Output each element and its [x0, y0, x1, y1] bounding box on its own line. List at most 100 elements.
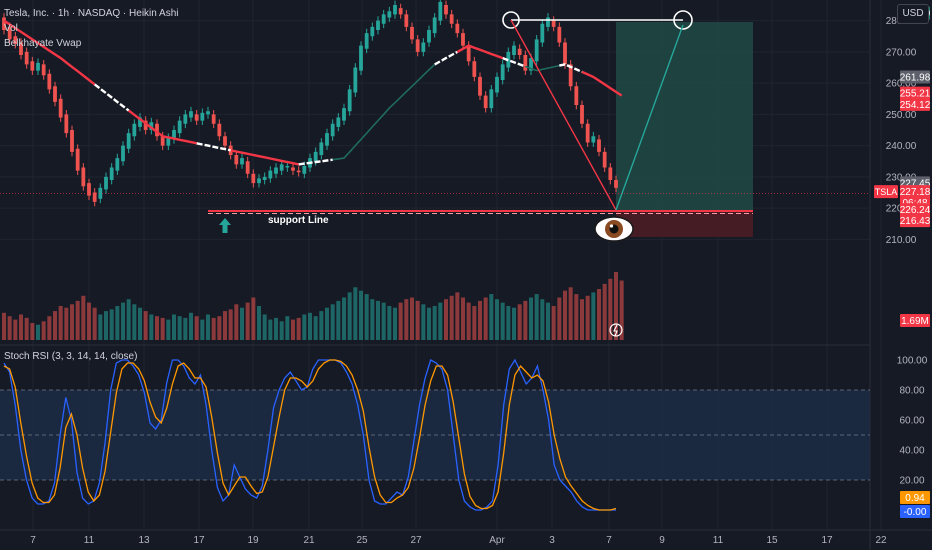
vwap-segment: [559, 63, 583, 73]
volume-bar: [359, 290, 363, 340]
symbol-label-box: [874, 185, 898, 199]
volume-bar: [2, 312, 6, 340]
candle: [393, 5, 397, 15]
volume-bar: [81, 295, 86, 340]
volume-bar: [551, 306, 556, 340]
lightning-icon[interactable]: [609, 323, 623, 337]
candle: [319, 142, 324, 155]
volume-bar: [245, 302, 250, 340]
volume-bar: [393, 307, 397, 340]
currency-button[interactable]: USD: [897, 4, 929, 24]
volume-bar: [172, 314, 176, 340]
volume-bar: [87, 302, 91, 340]
top-right-circle[interactable]: [673, 10, 693, 30]
date-tick-label: 19: [247, 535, 259, 546]
stoch-k-line: [3, 358, 616, 511]
target-zone: [616, 22, 753, 210]
candle: [121, 145, 125, 162]
volume-bar: [336, 300, 341, 340]
volume-bar: [177, 316, 182, 340]
volume-bar: [461, 297, 465, 340]
candle: [376, 20, 380, 30]
volume-bar: [104, 311, 108, 340]
candle: [512, 45, 516, 55]
volume-bar: [24, 317, 29, 340]
candle: [353, 67, 358, 93]
volume-bar: [47, 316, 52, 340]
volume-bar: [257, 306, 261, 340]
candle: [557, 26, 562, 43]
candle: [427, 30, 431, 43]
candle: [70, 130, 74, 152]
date-tick-label: 13: [138, 535, 150, 546]
candle: [580, 105, 584, 124]
vwap-segment: [502, 56, 526, 68]
price-label: 227.45: [900, 178, 931, 189]
stoch-rsi-label: Stoch RSI (3, 3, 14, 14, close): [4, 351, 137, 362]
downtrend-line[interactable]: [510, 19, 617, 211]
volume-bar: [591, 292, 596, 340]
volume-bar: [274, 317, 278, 340]
candle: [160, 136, 165, 146]
volume-bar: [160, 317, 165, 340]
projection-line[interactable]: [615, 24, 684, 211]
candle: [432, 17, 437, 34]
volume-bar: [540, 299, 545, 340]
stoch-tick-label: 100.00: [897, 356, 928, 367]
date-tick-label: 22: [875, 535, 887, 546]
volume-bar: [568, 287, 573, 340]
volume-bar: [189, 312, 193, 340]
date-tick-label: 17: [821, 535, 833, 546]
candle: [2, 17, 6, 30]
candle: [194, 114, 199, 121]
volume-bar: [529, 297, 533, 340]
volume-bar: [313, 316, 318, 340]
volume-bar: [500, 302, 505, 340]
volume-bar: [234, 304, 239, 340]
candle: [489, 89, 494, 109]
candle: [24, 51, 29, 65]
chart-title: Tesla, Inc. · 1h · NASDAQ · Heikin Ashi: [4, 8, 179, 19]
volume-bar: [302, 314, 307, 340]
candle: [189, 111, 193, 118]
candle: [87, 183, 91, 196]
candle: [387, 11, 392, 18]
volume-label: 1.69M: [901, 316, 929, 327]
volume-bar: [58, 306, 63, 340]
candle: [568, 64, 573, 87]
candle: [41, 64, 46, 76]
date-axis[interactable]: 7 11 13 17 19 21 25 27 Apr 3 7 9 11 15 17 22: [30, 535, 887, 546]
volume-bar: [444, 299, 448, 340]
candle: [257, 178, 261, 184]
candle: [495, 76, 499, 93]
volume-bar: [614, 272, 618, 340]
candle: [449, 14, 454, 24]
volume-bar: [13, 319, 18, 340]
candle: [240, 158, 244, 165]
vwap-line: [3, 19, 623, 166]
candle: [262, 176, 267, 180]
lightning-glyph: [613, 324, 618, 337]
price-tick-label: 270.00: [886, 47, 917, 58]
volume-bar: [325, 307, 329, 340]
candle: [81, 167, 86, 187]
candle: [523, 55, 528, 71]
vwap-segment: [434, 50, 458, 66]
volume-bar: [449, 295, 454, 340]
top-left-circle[interactable]: [502, 11, 520, 29]
stoch-tick-label: 40.00: [899, 446, 924, 457]
candle: [138, 117, 142, 127]
candle: [234, 155, 239, 165]
trend-drawings[interactable]: support Line: [208, 10, 753, 242]
volume-bar: [166, 319, 171, 340]
stoch-rsi-panel: [0, 358, 870, 511]
volume-bar: [421, 304, 426, 340]
candle: [64, 114, 69, 134]
volume-bars: [2, 272, 624, 340]
candle: [245, 161, 250, 174]
candle: [183, 114, 188, 124]
volume-bar: [98, 314, 103, 340]
candle: [574, 86, 579, 105]
candle: [132, 123, 137, 137]
